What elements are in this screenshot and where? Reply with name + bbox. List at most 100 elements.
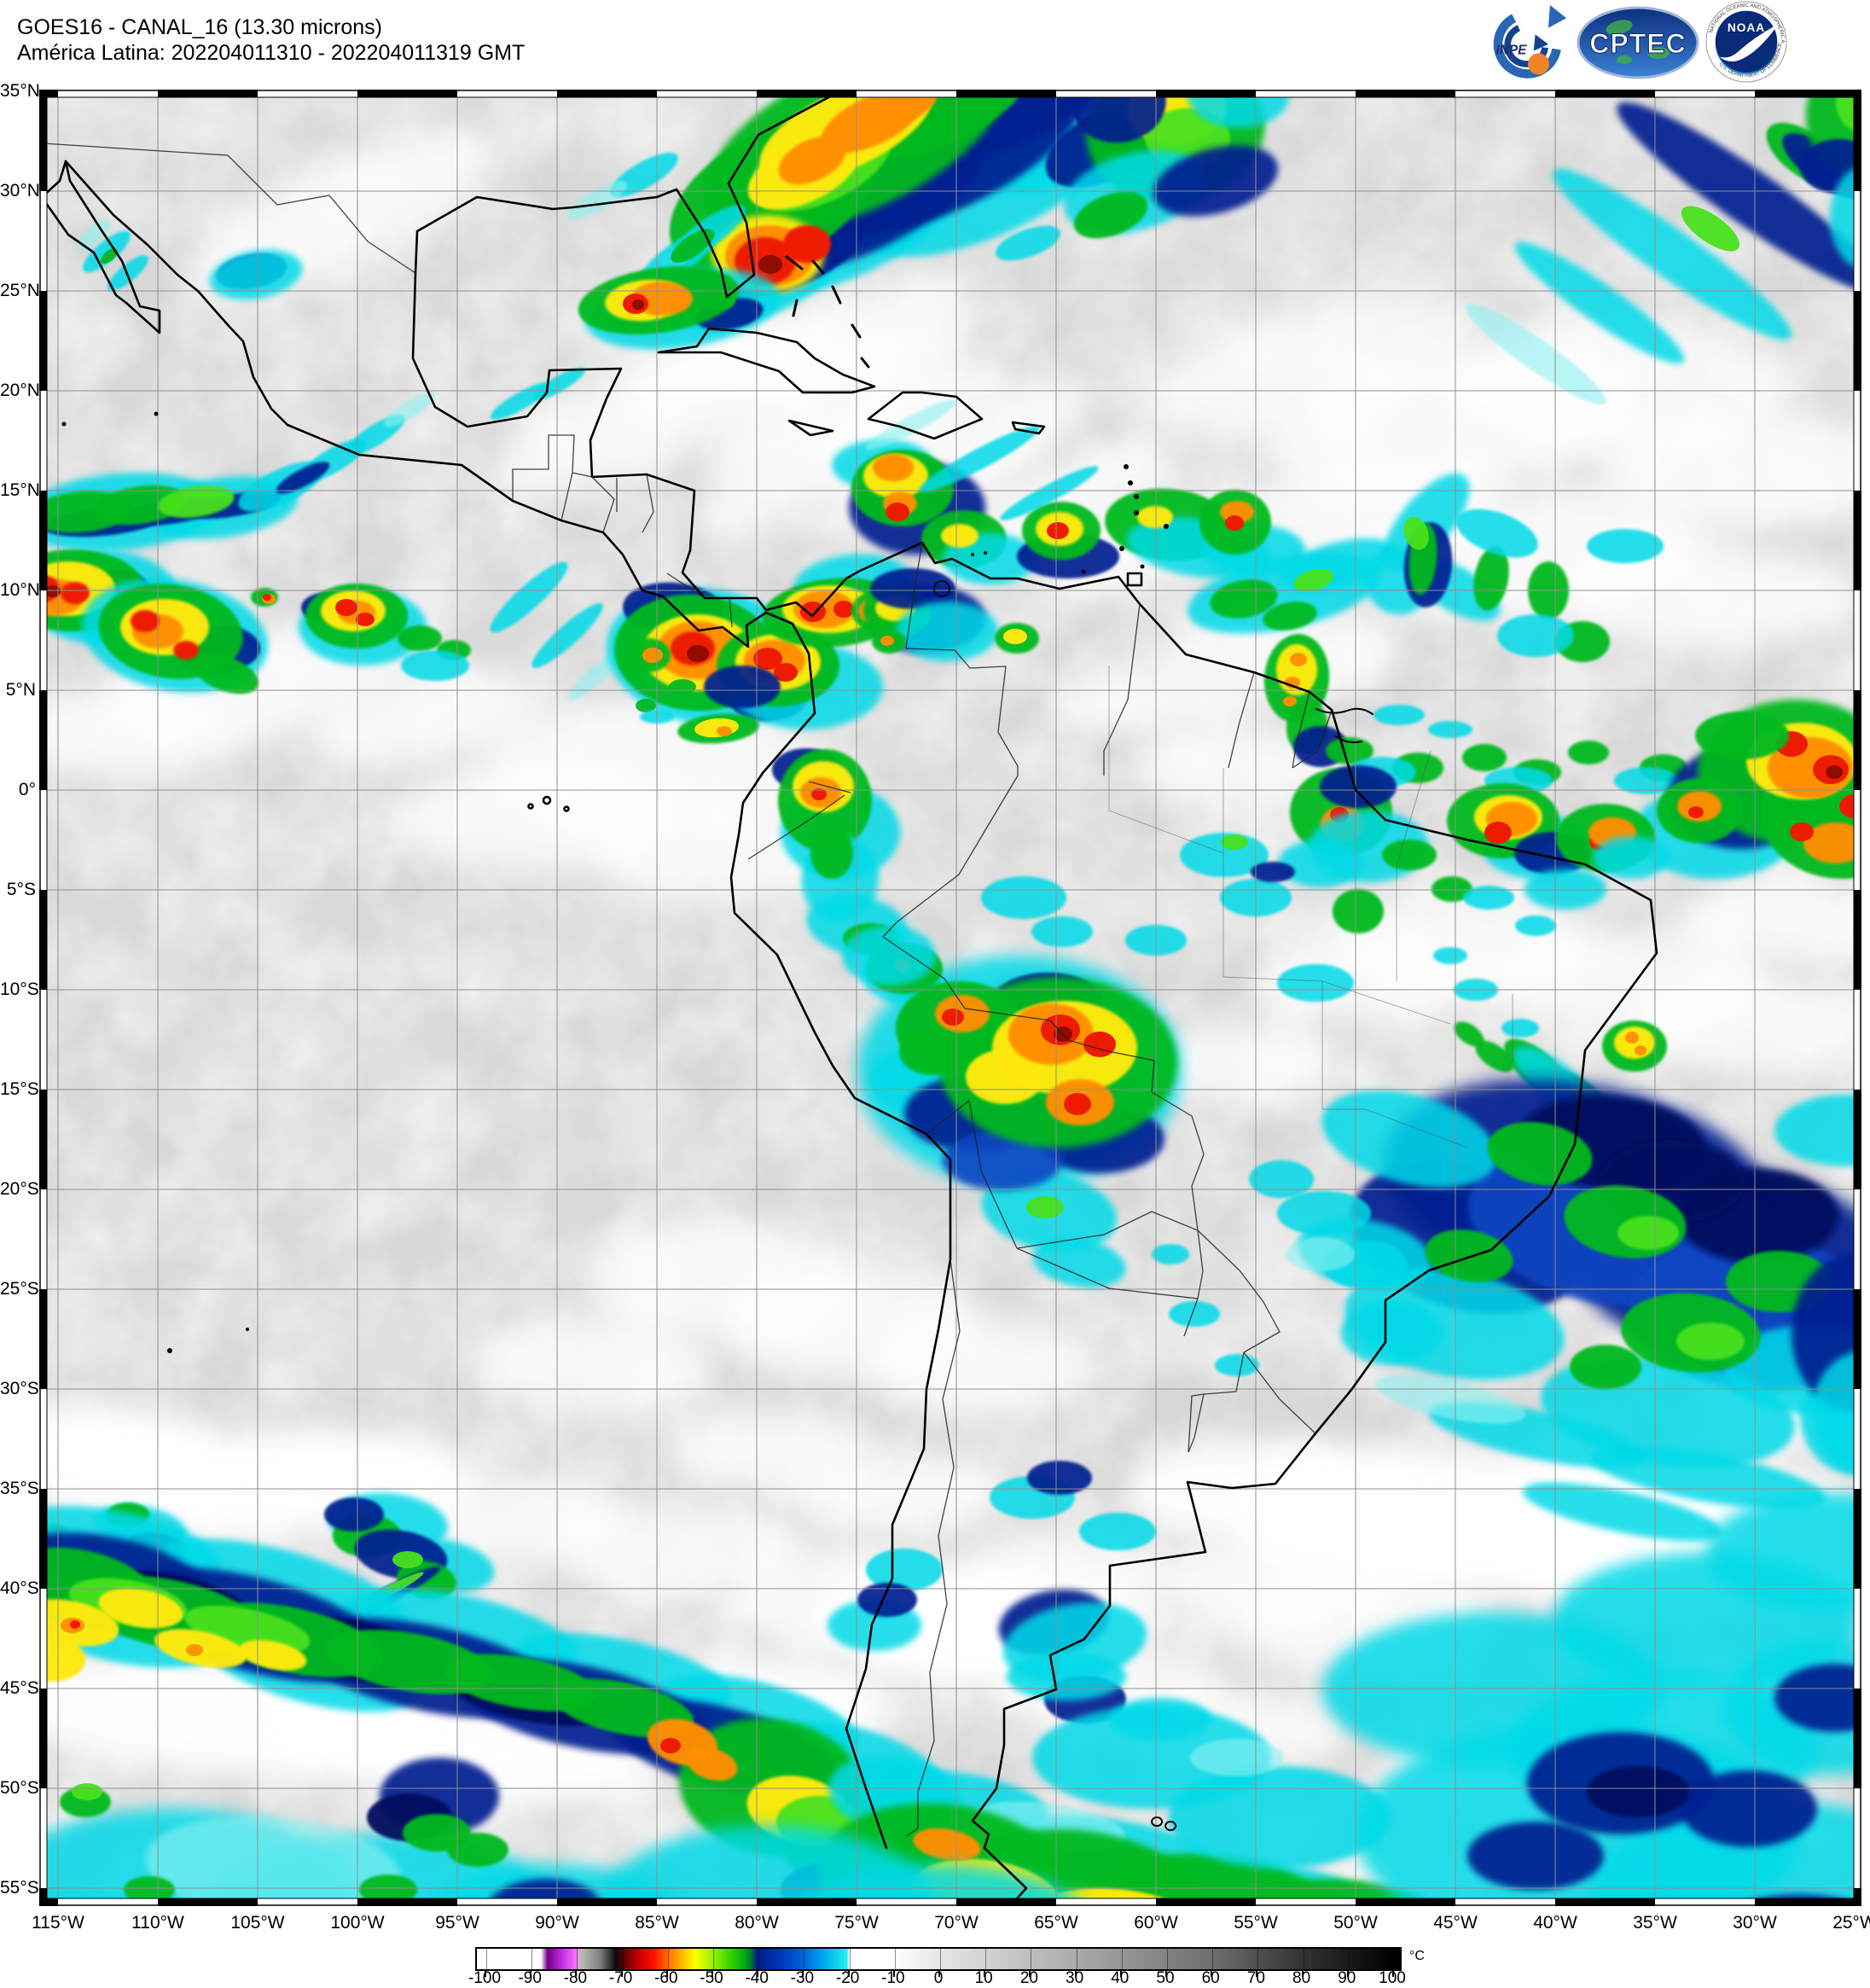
colorbar-gridline: [486, 1949, 487, 1969]
cloud-blob: [1635, 1045, 1646, 1055]
frame-segment: [1854, 291, 1861, 391]
cloud-blob: [131, 610, 160, 632]
cloud-blob: [356, 613, 375, 626]
cloud-blob: [1501, 1019, 1539, 1038]
cloud-blob: [687, 645, 709, 662]
cloud-blob: [778, 136, 846, 185]
cloud-blob: [209, 249, 303, 300]
frame-segment: [1854, 590, 1861, 690]
lat-label: 20°N: [0, 381, 40, 400]
frame-segment: [557, 1898, 657, 1906]
cloud-blob: [98, 1588, 183, 1629]
colorbar-tick: [485, 1971, 486, 1977]
cloud-blob: [1382, 840, 1437, 870]
colorbar-tick-label: -40: [745, 1969, 769, 1987]
colorbar-tick: [711, 1971, 713, 1977]
frame-segment: [39, 491, 47, 590]
frame-segment: [1455, 1898, 1555, 1906]
frame-segment: [1854, 1888, 1861, 1906]
frame-segment: [39, 1888, 47, 1906]
frame-segment: [39, 690, 47, 790]
cloud-blob: [1433, 947, 1467, 964]
colorbar-tick: [802, 1971, 804, 1977]
lat-label: 35°N: [0, 81, 40, 101]
colorbar-gridline: [1348, 1949, 1350, 1969]
cloud-blob: [1333, 889, 1384, 933]
frame-segment: [1256, 1898, 1356, 1906]
colorbar-tick-label: 60: [1201, 1969, 1220, 1987]
frame-segment: [1854, 1389, 1861, 1489]
frame-segment: [657, 90, 757, 97]
frame-segment: [39, 1189, 47, 1289]
frame-segment: [1256, 90, 1356, 97]
cloud-blob: [687, 1747, 738, 1782]
cloud-blob: [1137, 506, 1173, 528]
cloud-blob: [1522, 1482, 1723, 1542]
lon-label: 110°W: [131, 1913, 184, 1933]
frame-segment: [1056, 90, 1156, 97]
cloud-blob: [870, 568, 955, 609]
cloud-blob: [1225, 515, 1244, 531]
cloud-blob: [1064, 1093, 1091, 1115]
cloud-blob: [61, 582, 90, 604]
colorbar-tick: [1119, 1971, 1122, 1977]
cloud-blob: [1286, 1237, 1355, 1271]
cloud-blob: [1083, 1032, 1116, 1057]
lat-label: 10°S: [0, 979, 39, 999]
cloud-blob: [1467, 1822, 1604, 1890]
colorbar-tick-label: 30: [1066, 1969, 1084, 1987]
frame-segment: [1755, 90, 1855, 97]
cloud-blob: [753, 648, 782, 670]
colorbar-gridline: [849, 1949, 851, 1969]
frame-segment: [1655, 1898, 1755, 1906]
cloud-blob: [660, 1738, 681, 1753]
frame-segment: [39, 1898, 58, 1906]
cloud-blob: [94, 485, 188, 526]
lon-label: 30°W: [1733, 1913, 1777, 1933]
lat-label: 0°: [18, 780, 36, 799]
lon-label: 35°W: [1633, 1913, 1677, 1933]
cloud-blob: [1290, 653, 1307, 666]
cloud-blob: [1293, 568, 1334, 592]
colorbar-gridline: [1394, 1949, 1395, 1969]
cloud-blob: [1617, 102, 1861, 294]
cloud-blob: [865, 399, 957, 450]
lon-label: 50°W: [1333, 1913, 1378, 1933]
cloud-blob: [981, 876, 1066, 919]
cloud-blob: [704, 666, 781, 708]
cloud-blob: [783, 225, 831, 263]
frame-segment: [457, 1898, 557, 1906]
frame-segment: [39, 1589, 47, 1689]
frame-segment: [1854, 990, 1861, 1090]
cloud-blob: [880, 636, 894, 646]
cloud-blob: [636, 699, 656, 712]
frame-segment: [39, 990, 47, 1090]
cptec-globe-icon: CPTEC: [1577, 6, 1699, 79]
satellite-map: [39, 90, 1861, 1906]
cloud-blob: [239, 1640, 307, 1671]
noaa-logo-text: NOAA: [1728, 21, 1765, 34]
lat-label: 40°S: [0, 1578, 39, 1598]
cloud-blob: [1000, 466, 1099, 520]
cloud-blob: [1277, 1191, 1371, 1235]
frame-segment: [39, 1689, 47, 1788]
colorbar-tick: [757, 1971, 759, 1977]
cloud-blob: [1590, 1446, 1826, 1509]
cloud-blob: [1524, 869, 1606, 910]
colorbar-tick-label: -90: [518, 1969, 542, 1987]
frame-segment: [58, 90, 158, 97]
cloud-blob: [1007, 1653, 1126, 1700]
lon-label: 45°W: [1433, 1913, 1478, 1933]
colorbar-tick-label: 100: [1379, 1969, 1406, 1987]
cloud-blob: [158, 485, 235, 518]
cloud-blob: [1463, 886, 1514, 910]
frame-segment: [39, 191, 47, 291]
cloud-blob: [1383, 474, 1470, 571]
frame-segment: [1555, 90, 1655, 97]
colorbar-tick-label: -20: [835, 1969, 860, 1987]
cloud-blob: [335, 599, 357, 616]
frame-segment: [857, 90, 956, 97]
cloud-blob: [324, 1497, 384, 1532]
frame-segment: [39, 90, 58, 97]
colorbar-gridline: [622, 1949, 624, 1969]
